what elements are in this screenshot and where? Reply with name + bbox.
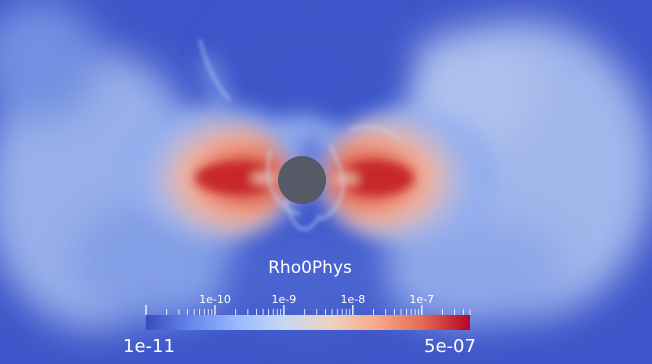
colorbar-gradient: [146, 315, 470, 330]
colorbar-tick-label: 1e-8: [340, 293, 366, 306]
central-body: [278, 156, 326, 204]
colorbar-min-label: 1e-11: [123, 336, 175, 357]
field-title: Rho0Phys: [268, 258, 352, 278]
colorbar-tick-label: 1e-9: [271, 293, 297, 306]
colorbar: [145, 305, 471, 330]
colorbar-tick-label: 1e-7: [409, 293, 435, 306]
colorbar-tick-label: 1e-10: [199, 293, 231, 306]
colorbar-ticks: [145, 305, 471, 315]
colorbar-max-label: 5e-07: [424, 336, 476, 357]
